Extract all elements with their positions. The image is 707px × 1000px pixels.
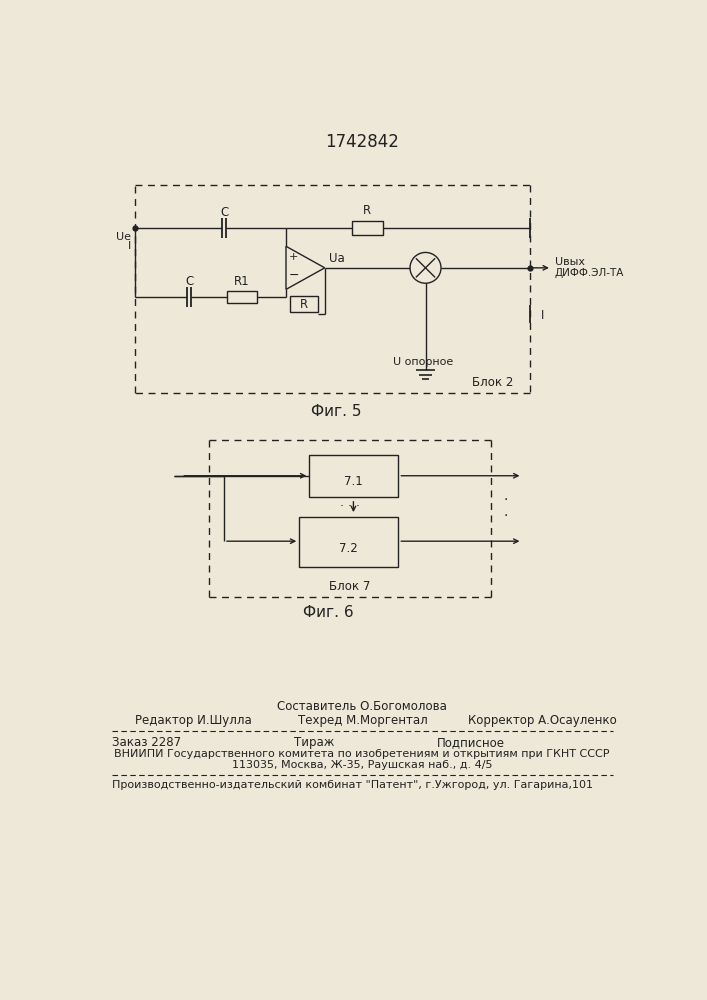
Text: Ua: Ua [329, 252, 344, 265]
Text: Редактор И.Шулла: Редактор И.Шулла [135, 714, 252, 727]
Text: C: C [185, 275, 193, 288]
Bar [309, 455, 398, 497]
Text: Подписное: Подписное [437, 736, 505, 749]
Text: R: R [300, 298, 308, 311]
Text: −: − [288, 269, 299, 282]
Bar [227, 291, 257, 303]
Text: +: + [289, 252, 298, 262]
Text: ДИФФ.ЭЛ-ТА: ДИФФ.ЭЛ-ТА [555, 268, 624, 278]
Text: Корректор А.Осауленко: Корректор А.Осауленко [468, 714, 617, 727]
Text: R1: R1 [234, 275, 250, 288]
Text: · · ·: · · · [340, 500, 361, 513]
Text: I: I [128, 241, 131, 251]
Text: 7.1: 7.1 [344, 475, 363, 488]
Text: C: C [220, 206, 228, 219]
Text: I: I [541, 309, 544, 322]
Text: Фиг. 6: Фиг. 6 [303, 605, 354, 620]
Bar [290, 296, 317, 312]
Text: Заказ 2287: Заказ 2287 [112, 736, 181, 749]
Text: 1742842: 1742842 [325, 133, 399, 151]
Text: R: R [363, 204, 371, 217]
Text: Производственно-издательский комбинат "Патент", г.Ужгород, ул. Гагарина,101: Производственно-издательский комбинат "П… [112, 780, 592, 790]
Text: ·
·: · · [503, 493, 508, 523]
Text: Ue: Ue [116, 232, 131, 242]
Text: Техред М.Моргентал: Техред М.Моргентал [298, 714, 427, 727]
Text: Тираж: Тираж [293, 736, 334, 749]
Text: Uвых: Uвых [555, 257, 585, 267]
Bar [352, 221, 383, 235]
Text: ВНИИПИ Государственного комитета по изобретениям и открытиям при ГКНТ СССР: ВНИИПИ Государственного комитета по изоб… [115, 749, 609, 759]
Text: Фиг. 5: Фиг. 5 [311, 404, 361, 419]
Bar [299, 517, 398, 567]
Text: 113035, Москва, Ж-35, Раушская наб., д. 4/5: 113035, Москва, Ж-35, Раушская наб., д. … [232, 760, 492, 770]
Text: Блок 7: Блок 7 [329, 580, 370, 593]
Text: U опорное: U опорное [393, 357, 453, 367]
Text: Составитель О.Богомолова: Составитель О.Богомолова [277, 700, 447, 713]
Text: Блок 2: Блок 2 [472, 376, 513, 389]
Text: 7.2: 7.2 [339, 542, 358, 555]
